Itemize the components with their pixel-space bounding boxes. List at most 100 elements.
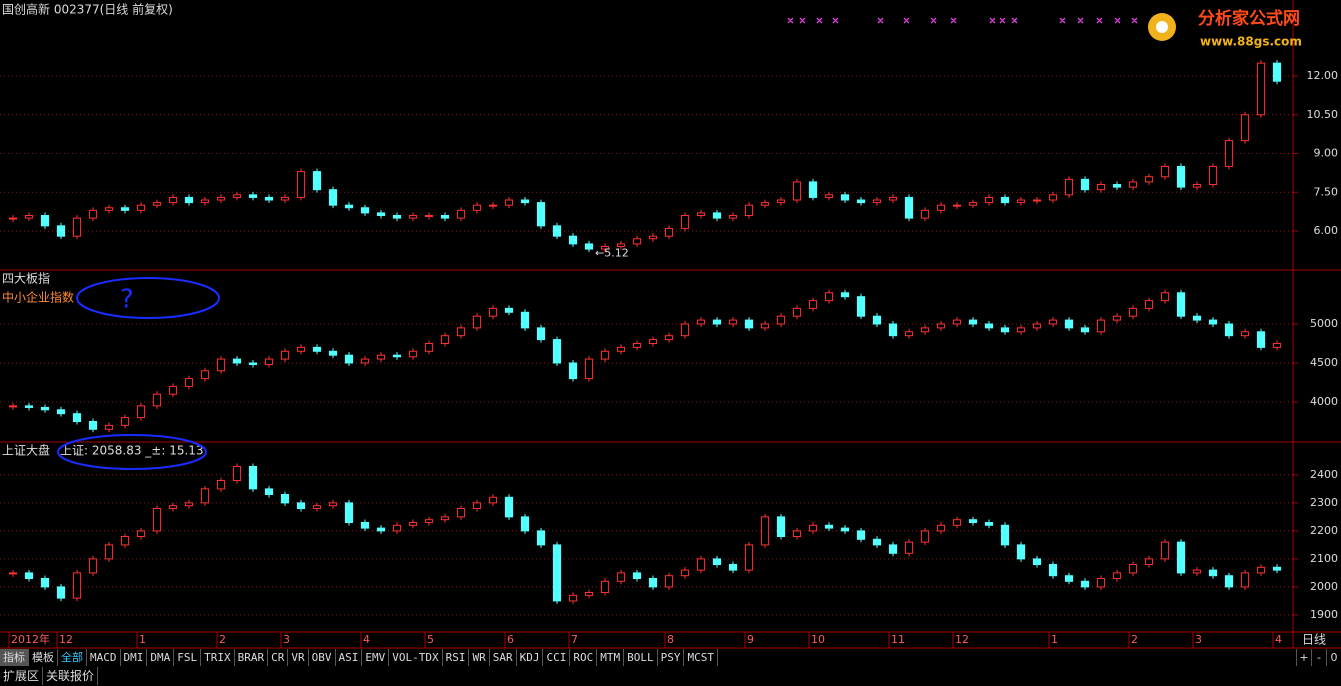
candle [968, 519, 978, 523]
candle [488, 496, 498, 504]
candle [1064, 575, 1074, 582]
tab[interactable]: 0 [1326, 649, 1341, 666]
candle [632, 572, 642, 580]
candle [856, 296, 866, 317]
tab[interactable]: + [1296, 649, 1311, 666]
logo-url: www.88gs.com [1200, 35, 1302, 49]
candle [1032, 323, 1042, 329]
candle [520, 516, 530, 532]
candle [200, 488, 210, 504]
candle [728, 319, 738, 325]
candle [1224, 140, 1234, 167]
tab[interactable]: 扩展区 [0, 667, 44, 685]
tab[interactable]: MCST [684, 649, 718, 666]
y-tick-label: 6.00 [1314, 224, 1339, 237]
x-tick-label: 2 [1131, 633, 1138, 646]
candle [1144, 176, 1154, 183]
candle [216, 196, 226, 201]
candle [1128, 564, 1138, 574]
candle [232, 358, 242, 364]
candle [760, 323, 770, 329]
candle [824, 524, 834, 529]
candle [424, 519, 434, 523]
candle [504, 199, 514, 206]
hand-circle [57, 434, 207, 470]
candle [440, 215, 450, 219]
candle [888, 196, 898, 201]
candle [584, 358, 594, 380]
tab[interactable]: BRAR [235, 649, 269, 666]
controls: + -0 [1296, 649, 1341, 666]
candle [696, 558, 706, 571]
candle [72, 217, 82, 237]
candle [776, 315, 786, 325]
tab[interactable]: EMV [362, 649, 390, 666]
tab[interactable]: ROC [570, 649, 598, 666]
candle [152, 393, 162, 407]
candle [856, 530, 866, 540]
candle [504, 307, 514, 313]
candle [424, 342, 434, 352]
candle [536, 327, 546, 341]
tab[interactable]: 指标 [0, 649, 29, 666]
tab[interactable]: RSI [443, 649, 470, 666]
candle [648, 339, 658, 344]
candle [1192, 569, 1202, 574]
tab[interactable]: CCI [543, 649, 571, 666]
tab[interactable]: 全部 [58, 649, 87, 666]
tab[interactable]: ASI [336, 649, 363, 666]
candle [1064, 178, 1074, 196]
tab[interactable]: KDJ [517, 649, 544, 666]
tab[interactable]: MTM [597, 649, 625, 666]
candle [1096, 319, 1106, 333]
candle [136, 530, 146, 537]
x-tick-label: 1 [139, 633, 146, 646]
candle [728, 215, 738, 219]
candle [984, 323, 994, 329]
x-tick-label: 5 [427, 633, 434, 646]
candle [120, 207, 130, 211]
candle [456, 327, 466, 337]
candle [664, 575, 674, 588]
candle [552, 339, 562, 364]
x-tick-label: 1 [1051, 633, 1058, 646]
tab[interactable]: - [1311, 649, 1326, 666]
candle [1176, 165, 1186, 188]
tab[interactable]: MACD [87, 649, 121, 666]
candle [616, 346, 626, 352]
candle [920, 530, 930, 543]
tab[interactable]: WR [469, 649, 490, 666]
candle [600, 245, 610, 250]
tab[interactable]: VR [288, 649, 309, 666]
candle [376, 212, 386, 217]
candle [184, 378, 194, 387]
tab[interactable]: 模板 [29, 649, 58, 666]
tab[interactable]: PSY [658, 649, 685, 666]
signal-marks [787, 17, 1138, 24]
tab[interactable]: BOLL [624, 649, 658, 666]
tab[interactable]: SAR [490, 649, 517, 666]
candle [232, 194, 242, 198]
period-label: 日线 [1302, 633, 1326, 647]
candle [840, 527, 850, 532]
tab[interactable]: DMI [121, 649, 148, 666]
candle [712, 558, 722, 566]
candle [856, 199, 866, 204]
tab[interactable]: 关联报价 [43, 667, 99, 685]
candle [600, 350, 610, 360]
tab[interactable]: OBV [309, 649, 336, 666]
candle [776, 199, 786, 204]
y-tick-label: 9.00 [1314, 147, 1339, 160]
tab[interactable]: VOL-TDX [389, 649, 443, 666]
candle [1224, 575, 1234, 588]
tab[interactable]: DMA [147, 649, 175, 666]
candle [1256, 62, 1266, 116]
candle [920, 327, 930, 333]
candle [824, 194, 834, 198]
tab[interactable]: CR [268, 649, 289, 666]
candle [312, 505, 322, 509]
tab[interactable]: TRIX [201, 649, 235, 666]
candle [440, 516, 450, 521]
tab[interactable]: FSL [174, 649, 202, 666]
